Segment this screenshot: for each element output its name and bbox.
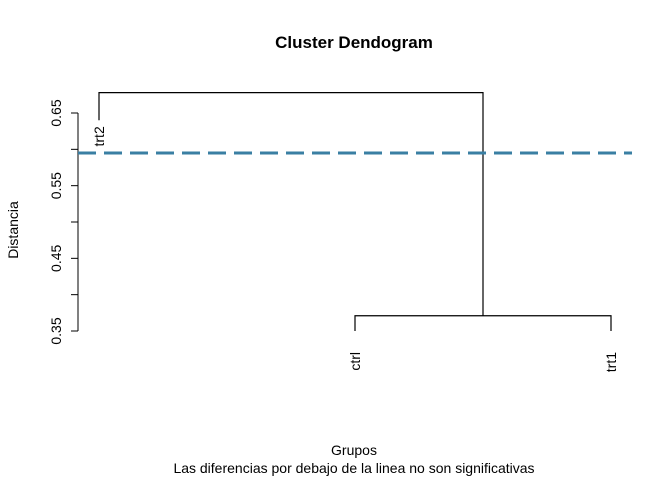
leaf-label-trt1: trt1 (603, 352, 619, 372)
leaf-label-trt2: trt2 (91, 126, 107, 146)
y-tick-label: 0.55 (48, 172, 64, 199)
chart-subtitle: Las diferencias por debajo de la linea n… (173, 460, 534, 476)
dendrogram-branch-ctrl-trt1 (354, 315, 612, 331)
y-tick-label: 0.65 (48, 99, 64, 126)
y-axis: 0.35 0.45 0.55 0.65 (48, 99, 79, 345)
leaf-label-ctrl: ctrl (347, 352, 363, 371)
leaf-labels: trt2 ctrl trt1 (91, 126, 619, 372)
y-axis-label: Distancia (5, 201, 21, 259)
chart-title: Cluster Dendogram (275, 33, 433, 52)
y-tick-label: 0.45 (48, 244, 64, 271)
dendrogram-branches (98, 92, 612, 331)
y-tick-label: 0.35 (48, 317, 64, 344)
x-axis-label: Grupos (331, 442, 377, 458)
dendrogram-branch-root (98, 92, 484, 316)
